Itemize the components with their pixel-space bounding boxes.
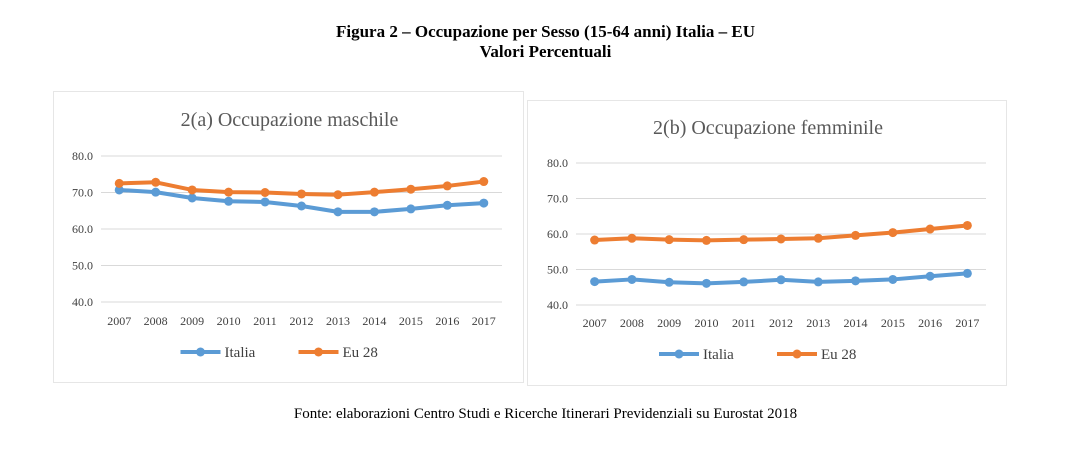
data-point-eu-28 [739,235,749,245]
y-tick-label: 80.0 [72,149,93,163]
data-point-eu-28 [813,233,823,243]
chart-title: 2(a) Occupazione maschile [181,109,399,131]
data-point-italia [664,277,674,287]
data-point-eu-28 [776,234,786,244]
legend-item: Eu 28 [298,345,378,361]
x-tick-label: 2013 [326,314,350,328]
chart-male-svg: 2(a) Occupazione maschile 40.0 50.0 60.0 70.… [72,109,502,361]
x-tick-label: 2012 [769,316,793,330]
y-tick-label: 50.0 [72,259,93,273]
data-point-italia [776,275,786,285]
legend-label: Italia [225,345,256,361]
data-point-italia [851,276,861,286]
y-tick-label: 50.0 [547,263,568,277]
x-tick-label: 2009 [657,316,681,330]
chart-panel-male: 2(a) Occupazione maschile 40.0 50.0 60.0 70.… [53,91,524,383]
x-tick-label: 2011 [732,316,756,330]
y-tick-label: 70.0 [72,186,93,200]
data-point-italia [479,198,489,208]
legend-marker-icon [314,347,323,357]
data-point-eu-28 [888,228,898,238]
data-point-eu-28 [701,235,711,245]
data-point-eu-28 [442,181,452,191]
legend-label: Eu 28 [821,347,856,363]
y-tick-label: 60.0 [547,227,568,241]
data-point-italia [297,201,306,211]
data-point-eu-28 [406,184,416,194]
x-tick-label: 2009 [180,314,204,328]
x-tick-label: 2008 [144,314,168,328]
x-tick-label: 2017 [955,316,979,330]
data-point-italia [406,204,416,214]
x-tick-label: 2014 [844,316,868,330]
x-tick-label: 2013 [806,316,830,330]
data-point-eu-28 [925,224,935,234]
legend-marker-icon [196,347,205,357]
legend-item: Italia [659,347,734,363]
data-point-italia [962,268,972,278]
chart-panel-female: 2(b) Occupazione femminile 40.0 50.0 60.0 70… [527,100,1007,386]
data-point-italia [888,274,898,284]
x-tick-label: 2007 [107,314,131,328]
x-tick-label: 2015 [881,316,905,330]
data-point-eu-28 [627,233,637,243]
data-point-italia [739,277,749,287]
data-point-eu-28 [590,235,600,245]
data-point-italia [590,277,600,287]
legend-marker-icon [674,349,684,359]
x-tick-label: 2014 [362,314,386,328]
x-tick-label: 2016 [435,314,459,328]
data-point-eu-28 [333,190,343,200]
data-point-italia [627,274,637,284]
x-tick-label: 2012 [290,314,314,328]
x-tick-label: 2010 [694,316,718,330]
data-point-eu-28 [260,188,270,197]
data-point-italia [114,185,124,195]
chart-female-svg: 2(b) Occupazione femminile 40.0 50.0 60.0 70… [547,117,986,363]
data-point-italia [701,278,711,288]
legend-item: Italia [180,345,256,361]
data-point-italia [813,277,823,287]
x-tick-label: 2016 [918,316,942,330]
data-point-eu-28 [369,187,379,197]
data-point-italia [260,197,270,207]
figure-subtitle: Valori Percentuali [479,42,612,61]
data-point-italia [151,187,161,197]
data-point-eu-28 [851,230,861,240]
figure-source: Fonte: elaborazioni Centro Studi e Ricer… [293,406,798,422]
x-tick-label: 2015 [399,314,423,328]
data-point-eu-28 [962,220,972,230]
figure-title: Figura 2 – Occupazione per Sesso (15-64 … [335,22,756,41]
y-tick-label: 60.0 [72,222,93,236]
y-tick-label: 40.0 [547,298,568,312]
x-tick-label: 2010 [217,314,241,328]
legend-marker-icon [792,349,802,359]
y-tick-label: 80.0 [547,156,568,170]
data-point-eu-28 [224,187,234,197]
data-point-eu-28 [297,189,306,199]
data-point-italia [442,200,452,210]
figure-title-block: Figura 2 – Occupazione per Sesso (15-64 … [0,22,1091,62]
data-point-italia [187,193,197,203]
x-tick-label: 2007 [583,316,607,330]
data-point-eu-28 [664,235,674,245]
data-point-italia [333,207,343,217]
legend-item: Eu 28 [777,347,856,363]
legend-label: Eu 28 [343,345,378,361]
x-tick-label: 2011 [253,314,277,328]
y-tick-label: 70.0 [547,192,568,206]
data-point-eu-28 [187,185,197,195]
y-tick-label: 40.0 [72,295,93,309]
data-point-eu-28 [114,178,124,188]
data-point-eu-28 [151,177,161,187]
x-tick-label: 2017 [472,314,496,328]
data-point-italia [925,271,935,281]
data-point-italia [224,196,234,206]
x-tick-label: 2008 [620,316,644,330]
legend-label: Italia [703,347,734,363]
data-point-italia [369,207,379,217]
data-point-eu-28 [479,177,489,187]
chart-title: 2(b) Occupazione femminile [653,117,883,139]
